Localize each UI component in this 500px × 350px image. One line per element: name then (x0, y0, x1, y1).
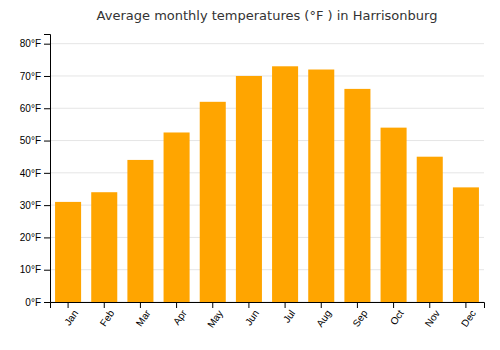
x-tick-label: Mar (134, 307, 153, 328)
x-tick-label: Oct (388, 308, 406, 327)
y-tick-mark (44, 141, 50, 142)
x-tick: May (205, 302, 225, 330)
bar (308, 70, 334, 302)
y-tick-mark (44, 44, 50, 45)
chart: 0°F 10°F 20°F 30°F 40°F 50°F 60°F 70°F 80°F Jan Fe… (0, 0, 500, 350)
x-tick-label: Dec (459, 308, 478, 329)
x-tick: Jan (62, 302, 80, 327)
bar (453, 187, 479, 302)
y-tick-label: 80°F (20, 38, 41, 49)
x-tick: Nov (423, 302, 442, 329)
y-tick: 30°F (20, 200, 50, 211)
x-tick-mark (357, 302, 358, 308)
x-tick: Feb (98, 302, 117, 328)
grid (50, 44, 484, 302)
x-tick-label: Sep (350, 308, 369, 329)
x-tick-label: Apr (171, 307, 189, 327)
y-tick-label: 0°F (25, 297, 41, 308)
y-tick: 40°F (20, 168, 50, 179)
x-axis: Jan Feb Mar Apr May Jun Jul Aug Sep Oct Nov Dec (51, 302, 485, 330)
title: Average monthly temperatures (°F ) in Ha… (97, 8, 438, 23)
y-tick-label: 30°F (20, 200, 41, 211)
y-tick: 80°F (20, 38, 50, 49)
y-tick-label: 10°F (20, 264, 41, 275)
y-tick-label: 70°F (20, 71, 41, 82)
bar (200, 102, 226, 302)
grid-line (50, 108, 484, 109)
y-tick: 20°F (20, 232, 50, 243)
y-tick-mark (44, 237, 50, 238)
x-tick: Jul (281, 302, 297, 325)
bar (236, 76, 262, 302)
y-axis: 0°F 10°F 20°F 30°F 40°F 50°F 60°F 70°F 80°F (20, 35, 51, 308)
grid-line (50, 140, 484, 141)
x-tick: Aug (314, 302, 333, 329)
y-tick-mark (44, 173, 50, 174)
x-tick-mark (68, 302, 69, 308)
y-tick: 50°F (20, 135, 50, 146)
x-tick-label: Nov (423, 308, 442, 329)
x-tick-label: Aug (314, 308, 333, 329)
y-tick: 70°F (20, 71, 50, 82)
x-tick: Mar (134, 302, 153, 328)
y-tick-label: 60°F (20, 103, 41, 114)
y-tick-label: 40°F (20, 168, 41, 179)
bar (272, 66, 298, 302)
x-tick-mark (393, 302, 394, 308)
bar (164, 132, 190, 302)
x-tick: Apr (171, 302, 189, 327)
y-tick-mark (44, 270, 50, 271)
x-tick-mark (321, 302, 322, 308)
x-tick-mark (104, 302, 105, 308)
bar (127, 160, 153, 302)
bar (344, 89, 370, 302)
x-tick: Sep (350, 302, 369, 329)
y-tick-mark (44, 205, 50, 206)
grid-line (50, 75, 484, 76)
y-tick-mark (44, 302, 50, 303)
x-tick-mark (248, 302, 249, 308)
x-tick: Jun (243, 302, 261, 327)
x-tick-label: May (205, 308, 225, 330)
y-tick-mark (44, 76, 50, 77)
y-tick: 0°F (25, 297, 50, 308)
x-tick: Dec (459, 302, 478, 329)
x-tick-mark (429, 302, 430, 308)
x-tick-mark (140, 302, 141, 308)
x-tick-mark (285, 302, 286, 308)
x-tick-label: Jan (62, 308, 80, 328)
y-tick-label: 50°F (20, 135, 41, 146)
bars (55, 66, 479, 302)
bar (381, 128, 407, 302)
plot: 0°F 10°F 20°F 30°F 40°F 50°F 60°F 70°F 80°F Jan Fe… (20, 35, 485, 330)
x-tick-label: Feb (98, 308, 117, 329)
x-tick-mark (465, 302, 466, 308)
grid-line (50, 43, 484, 44)
bar (55, 202, 81, 302)
y-tick-mark (44, 108, 50, 109)
y-axis-line (44, 35, 51, 303)
y-tick-label: 20°F (20, 232, 41, 243)
x-tick-mark (212, 302, 213, 308)
y-tick: 10°F (20, 264, 50, 275)
bar (91, 192, 117, 302)
x-tick-label: Jul (281, 308, 297, 325)
bar (417, 157, 443, 302)
y-tick: 60°F (20, 103, 50, 114)
x-tick: Oct (388, 302, 406, 327)
x-axis-line (51, 303, 485, 309)
x-tick-label: Jun (243, 308, 261, 328)
x-tick-mark (176, 302, 177, 308)
